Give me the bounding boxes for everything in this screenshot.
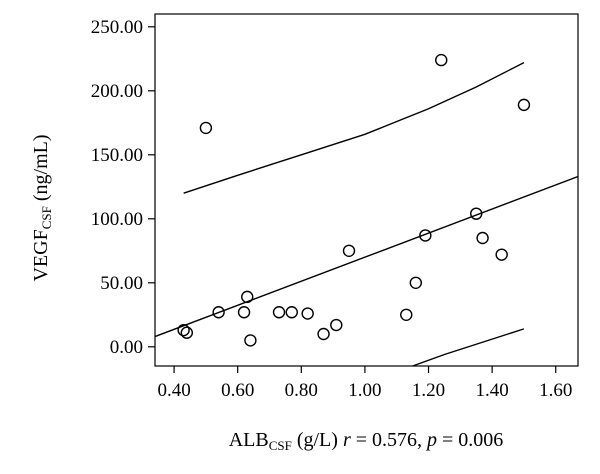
data-point [342, 244, 356, 258]
data-point [199, 121, 213, 135]
regression-line [155, 175, 578, 338]
y-tick-label: 100.00 [91, 209, 143, 230]
upper-confidence-band [183, 62, 525, 194]
data-point [241, 290, 254, 304]
data-point [177, 323, 190, 337]
y-tick-label: 250.00 [91, 17, 143, 38]
x-tick-label: 0.80 [285, 380, 318, 401]
data-point [517, 98, 531, 112]
y-tick-label: 150.00 [91, 145, 143, 166]
y-tick-label: 50.00 [100, 273, 143, 294]
data-point [435, 53, 448, 67]
x-tick-label: 1.60 [539, 380, 572, 401]
y-axis: 0.00 50.00 100.00 150.00 200.00 250.00 [91, 17, 155, 358]
data-point [272, 306, 286, 319]
data-point [180, 326, 194, 339]
data-point [419, 229, 432, 242]
data-points [177, 53, 531, 347]
plot-frame [154, 13, 579, 367]
data-point [470, 207, 483, 220]
y-tick-label: 0.00 [110, 337, 143, 358]
data-point [285, 306, 298, 319]
x-tick-label: 0.40 [157, 380, 190, 401]
x-axis: 0.40 0.60 0.80 1.00 1.20 1.40 1.60 [157, 366, 572, 401]
y-tick-label: 200.00 [91, 81, 143, 102]
y-axis-label: VEGFCSF (ng/mL) [30, 134, 54, 281]
x-tick-label: 1.20 [412, 380, 445, 401]
x-tick-label: 1.40 [476, 380, 509, 401]
data-point [301, 307, 314, 320]
data-point [237, 306, 251, 319]
data-point [495, 248, 508, 261]
x-tick-label: 1.00 [348, 380, 381, 401]
data-point [212, 306, 225, 319]
x-tick-label: 0.60 [221, 380, 254, 401]
fit-line [155, 175, 578, 338]
data-point [330, 318, 343, 332]
x-axis-label: ALBCSF (g/L) r = 0.576, p = 0.006 [229, 429, 504, 453]
data-point [400, 308, 413, 321]
data-point [476, 231, 489, 245]
data-point [409, 276, 422, 289]
confidence-bands [183, 62, 525, 366]
data-point [317, 327, 330, 341]
lower-confidence-band [412, 328, 525, 366]
plot-border [154, 13, 579, 367]
data-point [244, 334, 257, 347]
